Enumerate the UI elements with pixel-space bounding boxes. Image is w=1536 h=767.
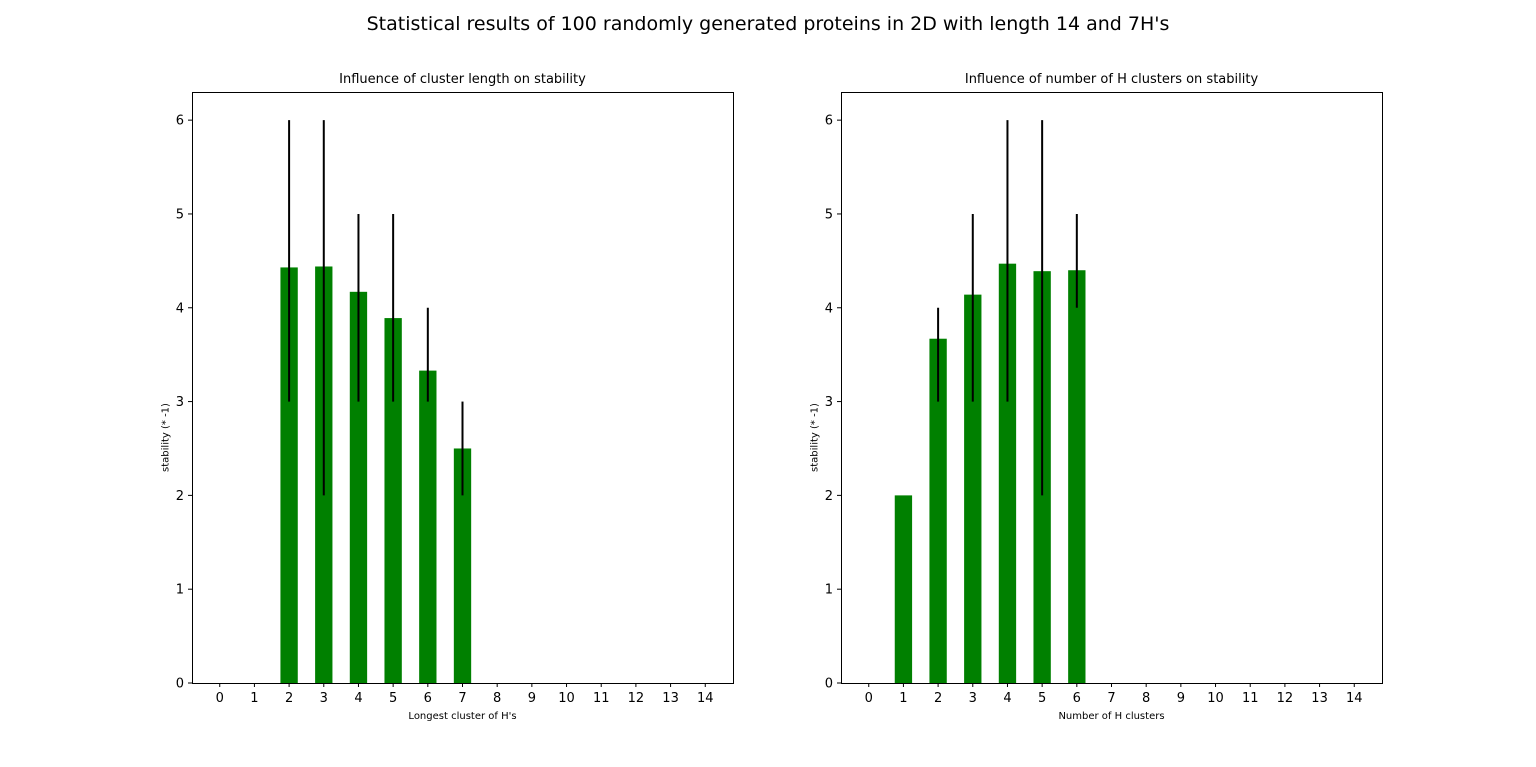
figure-title: Statistical results of 100 randomly gene… [367,13,1170,35]
bar-5 [384,318,402,683]
bar-6 [419,370,437,683]
y-axis-label: stability (* -1) [810,403,821,472]
x-tick-label: 1 [250,691,258,706]
y-tick-label: 4 [825,301,833,316]
plot-frame [841,92,1383,684]
x-tick-label: 7 [458,691,466,706]
x-tick-label: 8 [493,691,501,706]
x-tick-label: 11 [593,691,610,706]
x-tick-label: 11 [1242,691,1259,706]
y-axis-ticks: 0 1 2 3 4 5 6 [825,114,841,692]
x-tick-label: 12 [628,691,645,706]
y-tick-label: 1 [176,583,184,598]
y-tick-label: 2 [825,489,833,504]
y-tick-label: 6 [825,114,833,129]
bar-3 [964,294,982,683]
bars [894,263,1086,683]
x-tick-label: 14 [697,691,714,706]
x-tick-label: 0 [865,691,873,706]
chart-cluster-length: Influence of cluster length on stability… [161,72,734,722]
x-axis-label: Longest cluster of H's [408,711,516,722]
bar-1 [894,495,913,683]
bar-7 [453,448,472,683]
y-tick-label: 3 [825,395,833,410]
bar-6 [1068,270,1086,683]
y-tick-label: 6 [176,114,184,129]
x-tick-label: 2 [285,691,293,706]
x-tick-label: 9 [1177,691,1185,706]
bars [280,266,472,683]
bar-4 [349,291,368,683]
x-tick-label: 3 [969,691,977,706]
x-tick-label: 3 [320,691,328,706]
x-tick-label: 6 [424,691,432,706]
x-tick-label: 12 [1277,691,1294,706]
x-tick-label: 14 [1346,691,1363,706]
x-tick-label: 4 [1003,691,1011,706]
x-tick-label: 13 [1311,691,1328,706]
x-tick-label: 4 [354,691,362,706]
chart-cluster-count: Influence of number of H clusters on sta… [810,72,1383,722]
x-tick-label: 2 [934,691,942,706]
y-tick-label: 2 [176,489,184,504]
x-tick-label: 10 [558,691,575,706]
error-bars [288,120,464,496]
y-tick-label: 5 [176,207,184,222]
error-bars [937,120,1078,496]
x-tick-label: 13 [662,691,679,706]
x-tick-label: 9 [528,691,536,706]
y-tick-label: 0 [825,677,833,692]
x-axis-ticks: 0 1 2 3 4 5 6 7 8 9 10 11 12 13 14 [216,683,714,706]
y-tick-label: 3 [176,395,184,410]
y-axis-ticks: 0 1 2 3 4 5 6 [176,114,192,692]
x-tick-label: 5 [389,691,397,706]
x-tick-label: 7 [1107,691,1115,706]
x-tick-label: 8 [1142,691,1150,706]
chart-title: Influence of cluster length on stability [339,72,586,87]
x-tick-label: 1 [899,691,907,706]
x-tick-label: 6 [1073,691,1081,706]
x-axis-label: Number of H clusters [1058,711,1164,722]
bar-2 [280,267,298,683]
x-tick-label: 0 [216,691,224,706]
x-tick-label: 10 [1207,691,1224,706]
y-tick-label: 4 [176,301,184,316]
y-axis-label: stability (* -1) [161,403,172,472]
x-tick-label: 5 [1038,691,1046,706]
chart-title: Influence of number of H clusters on sta… [965,72,1259,87]
y-tick-label: 1 [825,583,833,598]
y-tick-label: 0 [176,677,184,692]
plot-frame [192,92,734,684]
x-axis-ticks: 0 1 2 3 4 5 6 7 8 9 10 11 12 13 14 [865,683,1363,706]
y-tick-label: 5 [825,207,833,222]
bar-4 [998,263,1017,683]
bar-2 [929,338,947,683]
